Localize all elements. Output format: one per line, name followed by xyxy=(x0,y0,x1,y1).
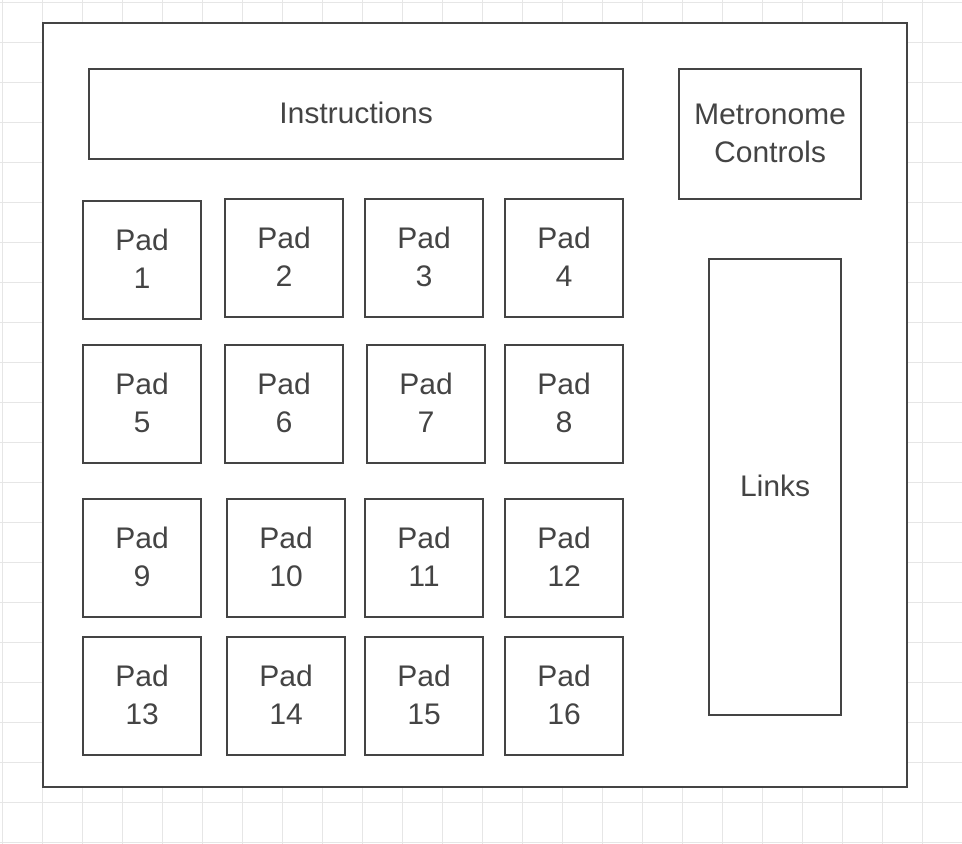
pad-10[interactable]: Pad 10 xyxy=(226,498,346,618)
pad-number: 8 xyxy=(555,406,573,439)
pad-1[interactable]: Pad 1 xyxy=(82,200,202,320)
pad-word: Pad xyxy=(257,222,311,255)
pad-number: 9 xyxy=(133,560,151,593)
metronome-label-line2: Controls xyxy=(714,136,826,169)
pad-number: 13 xyxy=(125,698,159,731)
pad-number: 15 xyxy=(407,698,441,731)
pad-9[interactable]: Pad 9 xyxy=(82,498,202,618)
pad-12[interactable]: Pad 12 xyxy=(504,498,624,618)
pad-11[interactable]: Pad 11 xyxy=(364,498,484,618)
pad-word: Pad xyxy=(257,368,311,401)
pad-word: Pad xyxy=(115,522,169,555)
pad-14[interactable]: Pad 14 xyxy=(226,636,346,756)
pad-number: 1 xyxy=(133,262,151,295)
metronome-controls-box[interactable]: Metronome Controls xyxy=(678,68,862,200)
pad-number: 14 xyxy=(269,698,303,731)
pad-word: Pad xyxy=(397,222,451,255)
pad-word: Pad xyxy=(115,660,169,693)
pad-7[interactable]: Pad 7 xyxy=(366,344,486,464)
pad-number: 6 xyxy=(275,406,293,439)
pad-number: 11 xyxy=(408,560,440,593)
pad-3[interactable]: Pad 3 xyxy=(364,198,484,318)
pad-word: Pad xyxy=(397,660,451,693)
pad-word: Pad xyxy=(259,522,313,555)
links-label: Links xyxy=(739,470,811,503)
pad-word: Pad xyxy=(399,368,453,401)
pad-number: 10 xyxy=(269,560,303,593)
pad-15[interactable]: Pad 15 xyxy=(364,636,484,756)
pad-16[interactable]: Pad 16 xyxy=(504,636,624,756)
pad-number: 3 xyxy=(415,260,433,293)
pad-5[interactable]: Pad 5 xyxy=(82,344,202,464)
pad-word: Pad xyxy=(537,222,591,255)
pad-word: Pad xyxy=(537,660,591,693)
pad-8[interactable]: Pad 8 xyxy=(504,344,624,464)
pad-word: Pad xyxy=(115,224,169,257)
pad-2[interactable]: Pad 2 xyxy=(224,198,344,318)
links-box[interactable]: Links xyxy=(708,258,842,716)
pad-word: Pad xyxy=(397,522,451,555)
instructions-box: Instructions xyxy=(88,68,624,160)
pad-13[interactable]: Pad 13 xyxy=(82,636,202,756)
pad-number: 7 xyxy=(417,406,435,439)
pad-word: Pad xyxy=(537,522,591,555)
pad-number: 2 xyxy=(275,260,293,293)
pad-4[interactable]: Pad 4 xyxy=(504,198,624,318)
pad-6[interactable]: Pad 6 xyxy=(224,344,344,464)
pad-word: Pad xyxy=(537,368,591,401)
metronome-label-line1: Metronome xyxy=(694,98,846,131)
instructions-label: Instructions xyxy=(279,97,433,130)
pad-number: 12 xyxy=(547,560,581,593)
pad-number: 5 xyxy=(133,406,151,439)
pad-number: 16 xyxy=(547,698,581,731)
pad-word: Pad xyxy=(259,660,313,693)
pad-word: Pad xyxy=(115,368,169,401)
pad-number: 4 xyxy=(555,260,573,293)
